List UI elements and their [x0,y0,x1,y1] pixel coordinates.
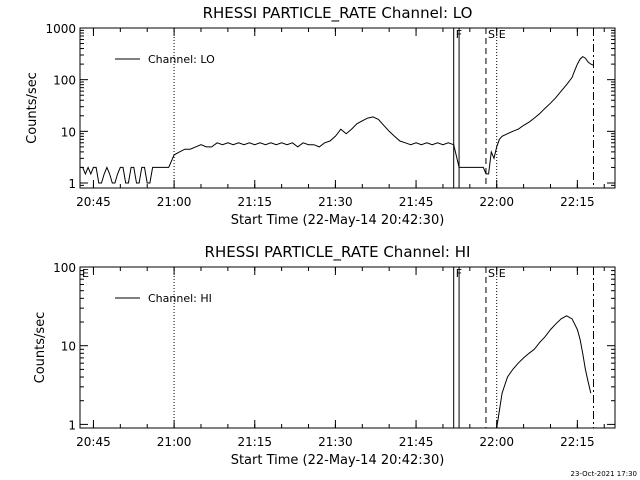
x-tick-label: 21:30 [318,435,353,449]
event-marker-label: S [488,267,495,280]
y-tick-label: 100 [53,261,76,275]
x-tick-label: 21:00 [157,435,192,449]
x-tick-label: 21:45 [399,195,434,209]
chart-panel-1: RHESSI PARTICLE_RATE Channel: LO 20:45 21:… [25,4,616,228]
x-tick-label: 22:00 [479,195,514,209]
y-tick-label: 1 [68,418,76,432]
legend-entry: Channel: HI [148,292,212,305]
chart-panel-2: RHESSI PARTICLE_RATE Channel: HI 20:45 21:… [33,243,616,468]
x-tick-label: 21:15 [237,435,272,449]
x-tick-label: 22:15 [560,195,595,209]
x-tick-label: 21:00 [157,195,192,209]
x-tick-label: 20:45 [76,435,111,449]
corner-marker-label: E [82,267,89,280]
x-tick-label: 22:15 [560,435,595,449]
event-marker-label: E [499,28,506,41]
series-line [80,55,594,184]
chart-title: RHESSI PARTICLE_RATE Channel: HI [205,243,471,262]
legend-entry: Channel: LO [148,53,215,66]
x-tick-label: 21:30 [318,195,353,209]
series-line [496,315,592,429]
x-tick-label: 21:45 [399,435,434,449]
y-tick-label: 1 [68,177,76,191]
plot-frame [79,27,616,189]
y-axis-label: Counts/sec [25,72,40,144]
x-tick-label: 20:45 [76,195,111,209]
x-tick-label: 21:15 [237,195,272,209]
y-axis-label: Counts/sec [33,312,48,384]
x-axis-label: Start Time (22-May-14 20:42:30) [231,213,445,228]
y-tick-label: 1000 [45,22,76,36]
plot-frame [79,266,616,429]
y-tick-label: 10 [61,125,76,139]
event-marker-label: E [499,267,506,280]
x-axis-label: Start Time (22-May-14 20:42:30) [231,453,445,468]
x-tick-label: 22:00 [479,435,514,449]
event-marker-label: S [488,28,495,41]
y-tick-label: 10 [61,340,76,354]
y-tick-label: 100 [53,74,76,88]
chart-title: RHESSI PARTICLE_RATE Channel: LO [203,4,473,23]
plot-timestamp: 23-Oct-2021 17:30 [571,470,637,478]
